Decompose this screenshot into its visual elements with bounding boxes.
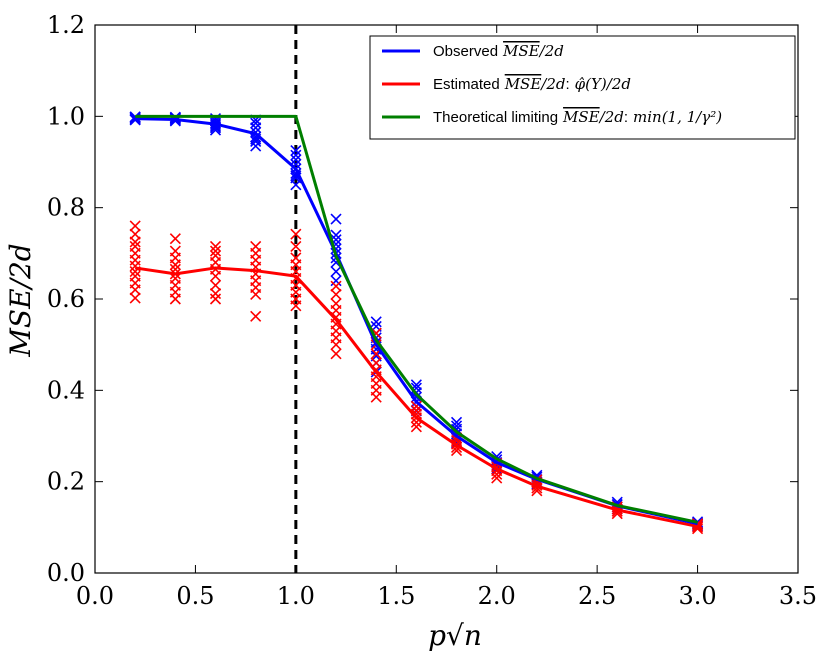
scatter-marker-estimated [169,272,181,285]
y-tick-label: 0.6 [47,285,85,313]
legend: Observed MSE/2d Estimated MSE/2d: φ̂(Y)/2d … [369,35,796,140]
y-tick-label: 0.2 [47,468,85,496]
y-tick-label: 0.8 [47,194,85,222]
x-tick-label: 0.5 [176,582,214,610]
scatter-marker-estimated [330,348,342,360]
x-tick-label: 2.0 [478,582,516,610]
scatter-marker-estimated [129,270,141,282]
scatter-marker-estimated [290,252,302,264]
legend-label-theoretical: Theoretical limiting MSE/2d: min(1, 1/γ²) [433,108,722,126]
series-line-theoretical-limiting [135,114,698,524]
x-axis-label: p√n [428,619,482,652]
scatter-marker-estimated [209,287,222,300]
scatter-marker-observed [410,391,422,403]
scatter-marker-estimated [330,298,342,310]
series-line-estimated [134,266,698,528]
scatter-marker-estimated [209,293,222,305]
scatter-marker-observed [290,149,302,161]
scatter-marker-estimated [169,245,181,257]
scatter-marker-observed [290,154,302,166]
series-lines [134,114,698,528]
scatter-marker-observed [330,266,342,278]
series-line-observed [135,117,698,526]
scatter-marker-estimated [209,240,222,253]
scatter-marker-estimated [129,292,141,304]
scatter-marker-estimated [330,288,342,300]
scatter-marker-estimated [410,421,422,433]
x-tick-label: 2.5 [578,582,616,610]
scatter-marker-estimated [250,240,262,253]
legend-label-estimated: Estimated MSE/2d: φ̂(Y)/2d [433,75,631,93]
scatter-marker-estimated [209,245,222,257]
scatter-markers [129,111,704,535]
y-tick-label: 1.2 [47,11,85,39]
x-tick-label: 3.5 [779,582,817,610]
x-tick-label: 1.5 [377,582,415,610]
scatter-marker-estimated [129,228,141,240]
scatter-marker-estimated [129,240,141,253]
x-tick-label: 1.0 [277,582,315,610]
tick-labels: 0.0 0.5 1.0 1.5 2.0 2.5 3.0 3.5 0.0 0.2 0.4 0.6 0.8 1… [47,11,817,610]
scatter-marker-observed [129,112,141,124]
scatter-marker-observed [250,117,262,129]
scatter-marker-observed [290,145,302,157]
legend-label-observed: Observed MSE/2d [433,42,564,60]
scatter-marker-estimated [209,250,222,262]
scatter-marker-estimated [209,279,222,291]
scatter-marker-observed [450,416,463,428]
scatter-marker-observed [330,275,342,287]
x-tick-label: 3.0 [678,582,716,610]
scatter-marker-estimated [330,280,342,292]
x-tick-label: 0.0 [76,582,114,610]
scatter-marker-observed [330,229,342,241]
axis-ticks [94,24,799,574]
y-tick-label: 1.0 [47,102,85,130]
scatter-marker-observed [370,316,382,328]
scatter-marker-observed [330,213,342,225]
scatter-marker-estimated [169,233,181,245]
scatter-marker-estimated [250,310,262,322]
scatter-marker-estimated [290,228,302,240]
legend-box [369,35,796,140]
scatter-marker-estimated [129,220,141,232]
y-tick-label: 0.0 [47,559,85,587]
scatter-marker-estimated [290,240,302,253]
y-tick-label: 0.4 [47,376,85,404]
y-axis-label: MSE/2d [4,243,37,357]
